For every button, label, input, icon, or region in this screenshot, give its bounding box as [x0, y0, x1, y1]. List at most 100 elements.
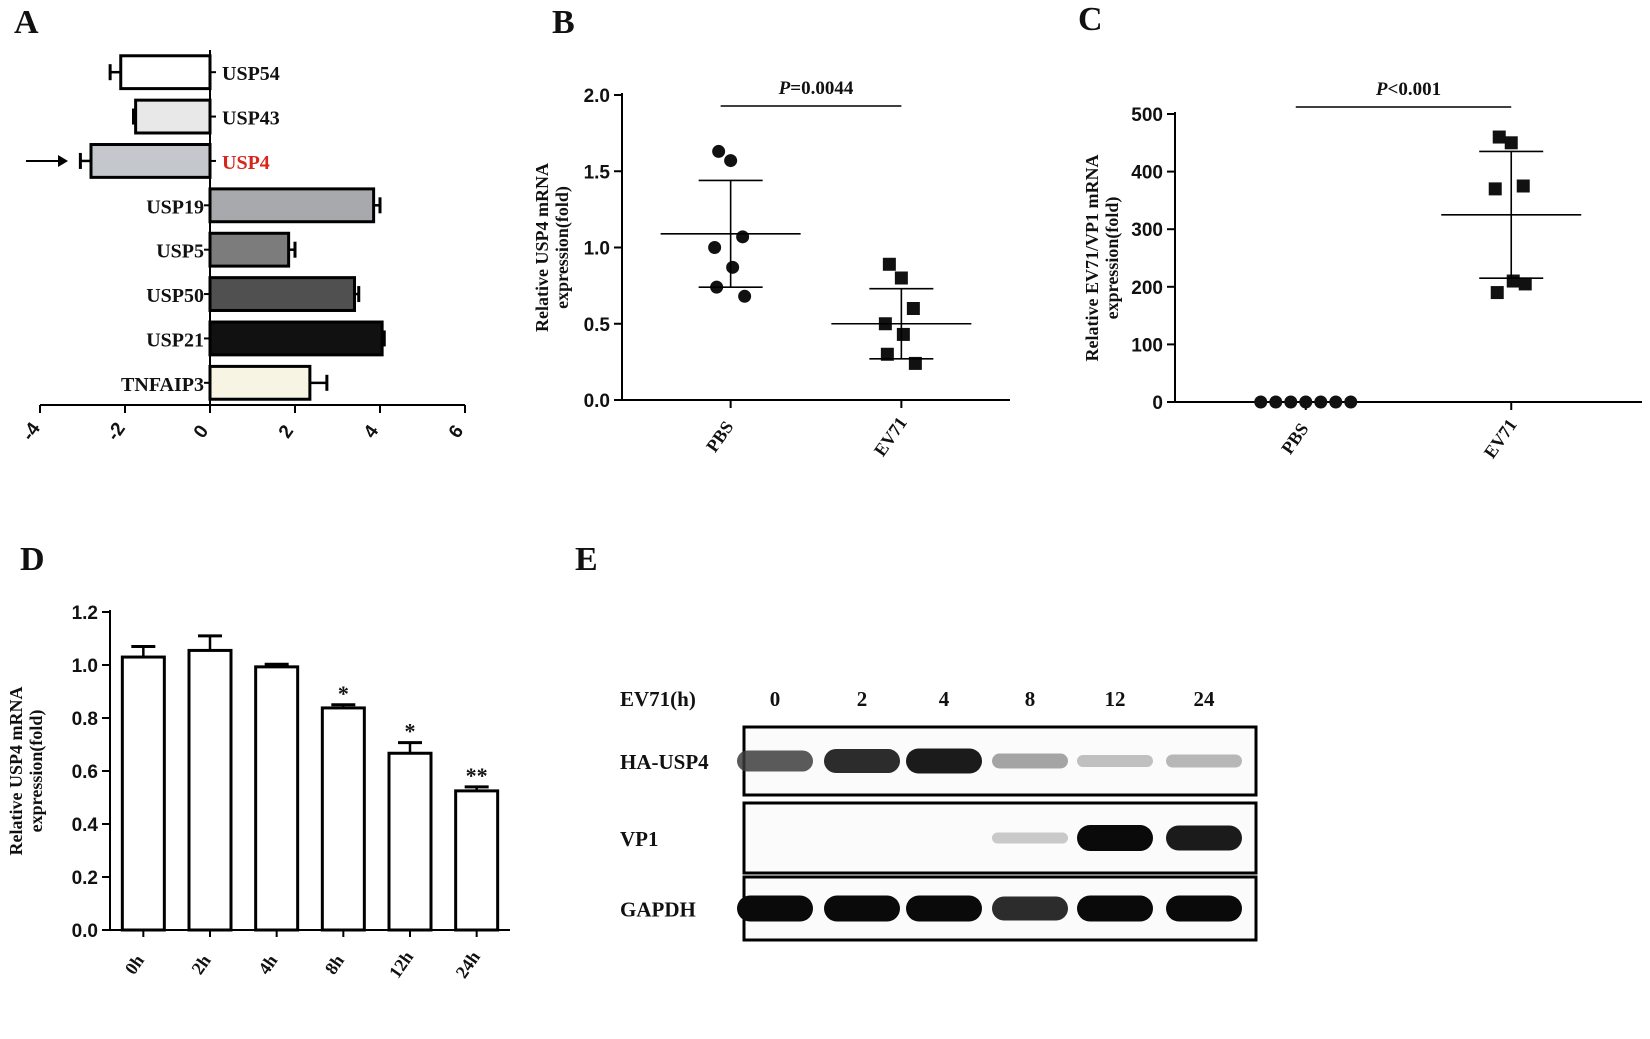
- x-tick-label: PBS: [702, 417, 737, 456]
- x-tick-label-d: 4h: [254, 951, 281, 978]
- significance-marker: **: [466, 763, 488, 788]
- condition-label: EV71(h): [620, 687, 696, 711]
- blot-band: [824, 895, 900, 922]
- data-point: [1299, 395, 1313, 409]
- data-point: [1506, 274, 1520, 288]
- category-label-a: USP19: [146, 196, 204, 218]
- x-tick-label-a: -2: [103, 419, 130, 445]
- bar-d: [320, 706, 366, 932]
- blot-row-label: HA-USP4: [620, 750, 709, 774]
- x-tick-label-d: 24h: [452, 947, 484, 981]
- p-symbol: P: [1375, 79, 1388, 100]
- panel-label-d: D: [20, 541, 45, 578]
- data-point: [708, 241, 722, 254]
- bar-d: [387, 751, 433, 932]
- y-tick-label-d: 0.8: [72, 709, 98, 730]
- data-point: [1492, 130, 1506, 144]
- y-tick-label: 400: [1131, 163, 1163, 184]
- y-axis-label: Relative EV71/VP1 mRNA: [1082, 155, 1102, 362]
- blot-band: [992, 753, 1068, 769]
- panel-label-e: E: [575, 541, 598, 578]
- timepoint-label: 12: [1105, 687, 1126, 711]
- x-tick-label-a: 6: [445, 421, 468, 442]
- data-point: [896, 327, 910, 341]
- y-tick-label: 300: [1131, 220, 1163, 241]
- x-tick-label: EV71: [1480, 415, 1521, 462]
- y-tick-label: 0.0: [584, 391, 610, 412]
- data-point: [906, 302, 920, 315]
- y-tick-label-d: 0.4: [72, 815, 99, 836]
- y-axis-label: expression(fold): [1102, 197, 1123, 320]
- timepoint-label: 8: [1025, 687, 1036, 711]
- category-label-a: USP4: [222, 152, 270, 174]
- bar-d: [120, 655, 166, 932]
- y-tick-label: 1.0: [584, 239, 610, 260]
- y-tick-label: 1.5: [584, 162, 611, 183]
- y-tick-label-d: 1.2: [72, 603, 98, 624]
- y-tick-label-d: 0.2: [72, 868, 98, 889]
- data-point: [1516, 179, 1530, 193]
- x-tick-label-d: 12h: [385, 947, 417, 981]
- bar-d: [454, 789, 500, 932]
- chart-c: 0 100 200 300 400 500 Relative EV71/VP1 mRNA ex…: [1082, 79, 1642, 462]
- chart-a: -4 -2 0 2 4 6 USP54 USP43 USP4 USP19 USP5 USP50 USP2…: [18, 50, 468, 445]
- data-point: [738, 289, 752, 303]
- data-point: [1254, 395, 1268, 409]
- data-point: [1314, 395, 1328, 409]
- data-point: [1344, 395, 1358, 409]
- data-point: [882, 257, 896, 271]
- blot-row-label: VP1: [620, 827, 659, 851]
- data-point: [726, 260, 740, 274]
- timepoint-label: 2: [857, 687, 868, 711]
- data-point: [1269, 395, 1283, 409]
- category-label-a: USP5: [156, 241, 204, 263]
- panel-label-b: B: [552, 4, 575, 41]
- chart-d: 0.0 0.2 0.4 0.6 0.8 1.0 1.2 Relative USP4 mRNA e…: [6, 603, 510, 982]
- x-tick-label-a: 2: [275, 421, 298, 442]
- data-point: [1518, 277, 1532, 291]
- data-point: [908, 356, 922, 370]
- arrow-icon: [58, 154, 68, 167]
- p-value-label: P<0.001: [1375, 79, 1441, 100]
- bar-d: [187, 648, 233, 932]
- bar-a: [134, 98, 212, 135]
- bar-a: [208, 231, 291, 268]
- timepoint-label: 24: [1194, 687, 1216, 711]
- bar-a: [208, 320, 384, 357]
- y-axis-label: expression(fold): [552, 186, 573, 309]
- y-axis-label: Relative USP4 mRNA: [532, 163, 552, 332]
- blot-band: [1077, 895, 1153, 922]
- x-tick-label-a: -4: [18, 419, 45, 445]
- panel-label-c: C: [1078, 1, 1103, 38]
- y-axis-label-d: Relative USP4 mRNA: [6, 687, 26, 856]
- x-tick-label-d: 0h: [121, 951, 148, 978]
- blot-band: [737, 895, 813, 922]
- data-point: [1490, 286, 1504, 300]
- data-point: [712, 144, 726, 158]
- category-label-a: USP50: [146, 285, 204, 307]
- category-label-a: TNFAIP3: [121, 374, 204, 396]
- y-tick-label: 500: [1131, 105, 1163, 126]
- data-point: [894, 271, 908, 285]
- data-point: [1284, 395, 1298, 409]
- x-tick-label: EV71: [870, 413, 911, 460]
- bar-a: [208, 364, 312, 401]
- bar-d: [254, 665, 300, 932]
- y-tick-label: 2.0: [584, 86, 610, 107]
- y-tick-label: 0: [1152, 393, 1163, 414]
- x-tick-label-a: 0: [190, 421, 213, 442]
- x-tick-label-d: 2h: [187, 951, 214, 978]
- blot-band: [737, 750, 813, 772]
- category-label-a: USP43: [222, 108, 280, 130]
- timepoint-label: 0: [770, 687, 781, 711]
- data-point: [880, 347, 894, 361]
- category-label-a: USP54: [222, 63, 280, 85]
- x-tick-label-d: 8h: [321, 951, 348, 978]
- blot-band: [992, 896, 1068, 921]
- blot-band: [992, 832, 1068, 844]
- data-point: [724, 154, 738, 168]
- y-axis-label-d: expression(fold): [26, 710, 47, 833]
- timepoint-label: 4: [939, 687, 950, 711]
